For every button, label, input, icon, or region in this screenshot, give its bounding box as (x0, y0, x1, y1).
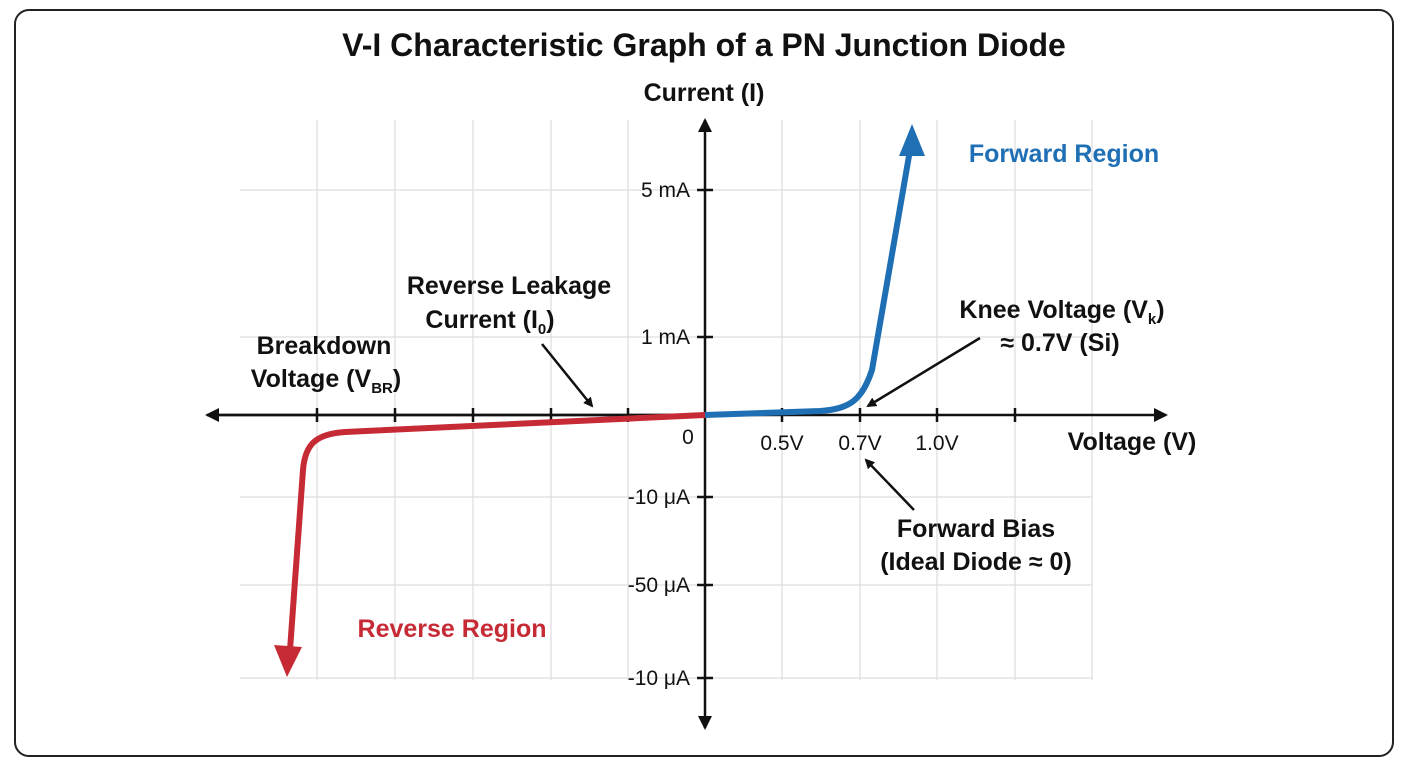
forward-bias-label: (Ideal Diode ≈ 0) (880, 548, 1072, 576)
y-tick-label: -10 μA (628, 486, 690, 509)
forward-curve (704, 149, 913, 418)
y-tick-label: 1 mA (641, 326, 690, 349)
breakdown-label: Breakdown (257, 332, 392, 360)
x-tick-label: 0.7V (838, 432, 881, 455)
y-tick-label: -10 μA (628, 667, 690, 690)
axes (205, 118, 1168, 730)
knee-label: ≈ 0.7V (Si) (1000, 329, 1119, 357)
forward-bias-label: Forward Bias (897, 515, 1055, 543)
forward-arrow (899, 124, 925, 156)
breakdown-label: Voltage (VBR) (251, 365, 401, 397)
y-tick-label: -50 μA (628, 574, 690, 597)
x-tick-label: 1.0V (915, 432, 958, 455)
y-axis-label: Current (I) (644, 79, 765, 107)
leakage-label: Current (I0) (425, 306, 554, 338)
title: V-I Characteristic Graph of a PN Junctio… (342, 27, 1066, 63)
y-tick-label: 5 mA (641, 179, 690, 202)
knee-label: Knee Voltage (Vk) (959, 296, 1164, 328)
forward-region: Forward Region (969, 140, 1159, 168)
leakage-label: Reverse Leakage (407, 272, 611, 300)
pointer-arrows (541, 336, 981, 511)
x-tick-label: 0.5V (760, 432, 803, 455)
grid (240, 120, 1093, 680)
origin-label: 0 (682, 426, 694, 449)
reverse-region: Reverse Region (358, 615, 547, 643)
reverse-curve (287, 412, 706, 651)
reverse-arrow (274, 645, 302, 677)
x-axis-label: Voltage (V) (1068, 428, 1197, 456)
